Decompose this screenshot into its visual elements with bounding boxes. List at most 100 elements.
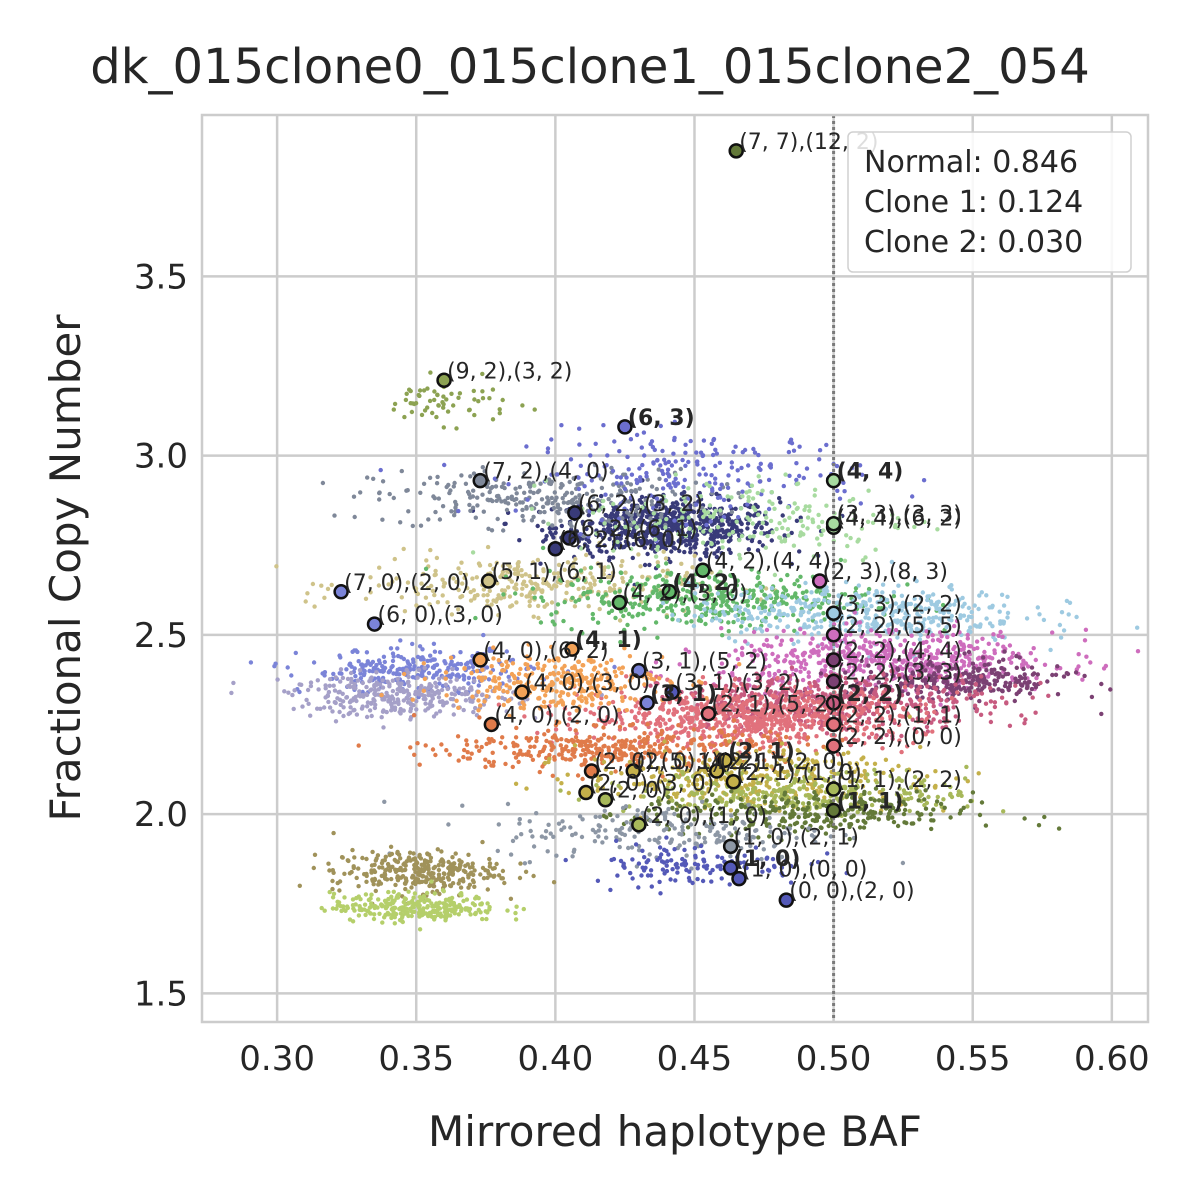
data-point [480,396,486,401]
data-point [640,611,646,617]
data-point [599,493,604,499]
data-point [810,636,815,641]
data-point [694,450,699,455]
data-point [446,482,451,488]
data-point [816,630,821,636]
data-point [823,664,828,669]
data-point [988,719,994,725]
data-point [569,490,575,496]
data-point [733,724,738,729]
data-point [535,730,540,736]
data-point [780,513,785,518]
data-point [1033,710,1038,715]
data-point [395,646,400,651]
data-point [622,726,628,732]
data-point [738,506,744,511]
data-point [1024,616,1030,621]
data-point [428,547,433,553]
data-point [975,667,980,672]
data-point [418,523,424,528]
data-point [640,720,646,725]
data-point [798,722,803,727]
data-point [428,370,433,375]
data-point [761,642,767,647]
data-point [654,486,659,492]
data-point [364,650,370,655]
data-point [921,478,927,483]
data-point [715,530,720,535]
data-point [435,392,440,398]
data-point [641,430,647,435]
data-point [495,596,500,602]
data-point [625,622,630,628]
data-point [798,518,804,524]
data-point [812,597,817,603]
data-point [686,510,692,515]
data-point [644,606,649,611]
data-point [805,526,810,531]
data-point [751,534,756,539]
data-point [798,627,803,632]
data-point [320,671,325,676]
data-point [560,496,565,501]
data-point [507,678,512,683]
data-point [481,593,486,598]
data-point [671,711,676,716]
data-point [1055,664,1060,669]
data-point [735,468,740,473]
data-point [794,461,799,466]
data-point [514,496,519,502]
data-point [795,481,801,486]
data-point [722,612,727,617]
data-point [787,515,792,520]
data-point [713,481,718,486]
data-point [634,477,639,483]
data-point [747,623,753,628]
data-point [768,463,773,468]
data-point [1135,649,1141,654]
data-point [1082,638,1088,643]
data-point [719,522,724,527]
data-point [1025,682,1030,687]
data-point [1030,695,1035,700]
data-point [1057,622,1063,628]
data-point [769,490,774,495]
data-point [856,537,861,542]
data-point [775,654,781,659]
data-point [984,593,989,598]
data-point [764,521,769,526]
data-point [532,595,537,600]
data-point [636,531,641,537]
data-point [684,620,689,625]
data-point [574,529,580,534]
data-point [427,398,433,404]
data-point [673,472,678,477]
data-point [824,442,829,448]
data-point [717,618,723,623]
data-point [979,691,985,696]
data-point [653,727,658,733]
data-point [1003,680,1008,685]
data-point [550,501,555,506]
data-point [671,545,676,550]
data-point [401,546,406,552]
data-point [590,520,595,526]
data-point [726,629,731,634]
data-point [416,667,422,673]
data-point [824,731,830,736]
data-point [992,648,997,653]
data-point [376,675,381,681]
data-point [750,496,756,501]
data-point [816,720,822,726]
data-point [435,474,440,480]
data-point [553,530,558,535]
data-point [837,496,843,501]
data-point [842,489,847,494]
data-point [762,600,768,605]
data-point [391,407,396,412]
data-point [590,616,596,621]
data-point [784,653,789,658]
data-point [470,550,476,555]
data-point [701,438,707,443]
data-point [708,609,713,614]
